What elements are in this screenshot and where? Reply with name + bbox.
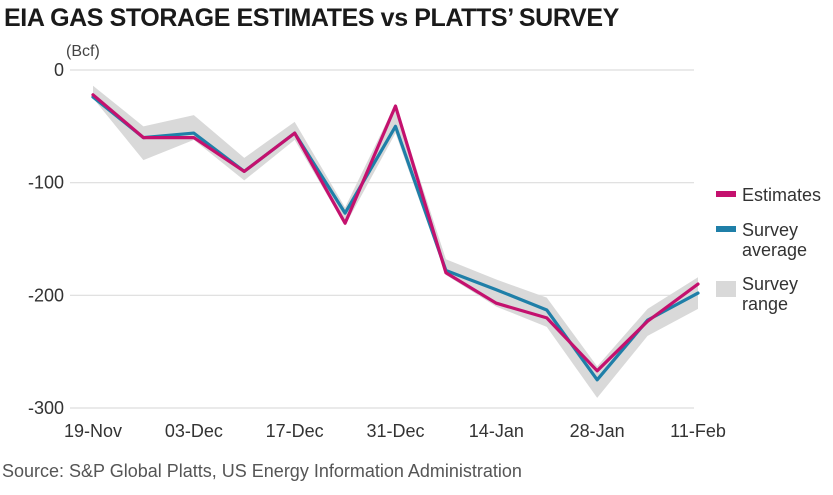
y-tick-label: -300: [28, 398, 64, 418]
x-tick-label: 28-Jan: [570, 421, 625, 441]
x-tick-label: 14-Jan: [469, 421, 524, 441]
series-line-estimates: [91, 93, 700, 373]
legend-label-survey-average-line1: Survey: [742, 220, 798, 240]
x-tick-label: 11-Feb: [670, 421, 726, 441]
legend-swatch-estimates: [716, 191, 736, 197]
source-note: Source: S&P Global Platts, US Energy Inf…: [2, 461, 522, 481]
legend-label-survey-average-line2: average: [742, 240, 807, 260]
y-axis-unit-label: (Bcf): [66, 43, 100, 60]
y-tick-label: -100: [28, 173, 64, 193]
plot-area: [91, 85, 700, 398]
x-tick-label: 19-Nov: [64, 421, 122, 441]
y-tick-labels: 0 -100 -200 -300: [28, 60, 64, 418]
y-tick-label: -200: [28, 285, 64, 305]
y-tick-label: 0: [54, 60, 64, 80]
chart-title: EIA GAS STORAGE ESTIMATES vs PLATTS’ SUR…: [4, 4, 619, 32]
legend-label-survey-range-line2: range: [742, 294, 788, 314]
legend-label-estimates: Estimates: [742, 185, 821, 205]
x-tick-label: 17-Dec: [266, 421, 324, 441]
legend: Estimates Survey average Survey range: [716, 185, 821, 314]
legend-swatch-survey-range: [716, 281, 736, 297]
legend-swatch-survey-average: [716, 226, 736, 232]
x-tick-label: 31-Dec: [366, 421, 424, 441]
series-line-survey-average: [91, 95, 700, 382]
x-tick-label: 03-Dec: [165, 421, 223, 441]
legend-label-survey-range-line1: Survey: [742, 274, 798, 294]
x-tick-labels: 19-Nov 03-Dec 17-Dec 31-Dec 14-Jan 28-Jan 11-F…: [64, 421, 726, 441]
gridlines: [70, 69, 694, 409]
